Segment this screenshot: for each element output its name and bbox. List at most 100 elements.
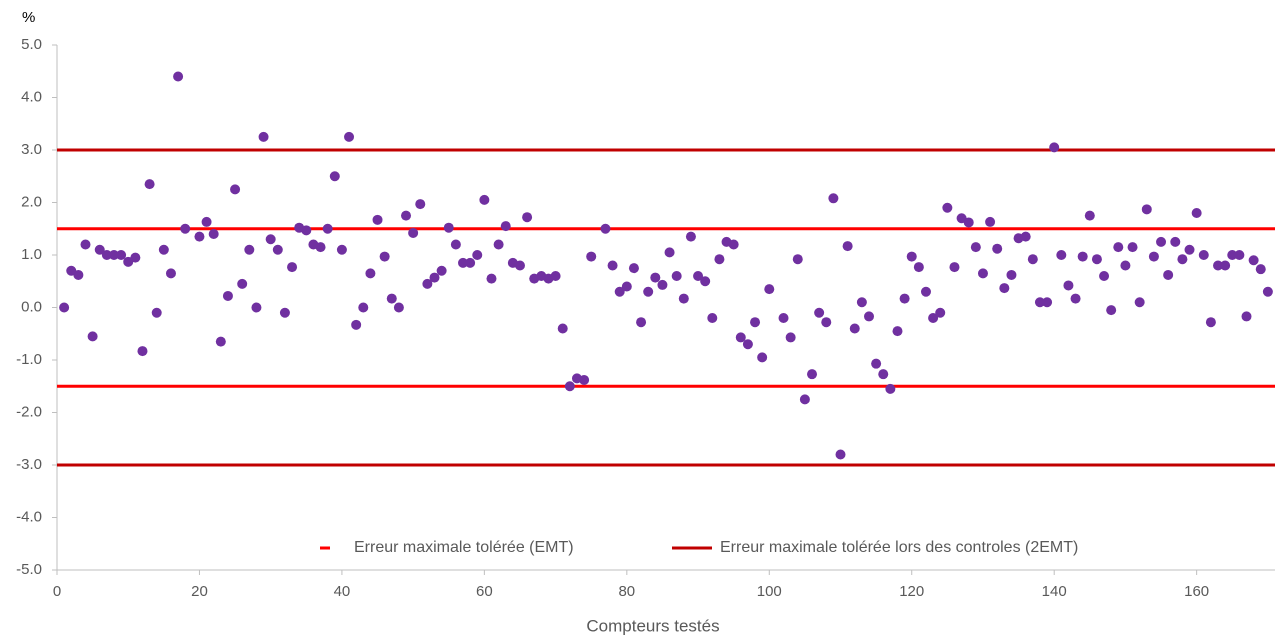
data-point bbox=[963, 217, 974, 228]
data-point bbox=[165, 268, 176, 279]
data-point bbox=[1042, 297, 1053, 308]
y-tick-label: -4.0 bbox=[16, 508, 42, 525]
data-point bbox=[1113, 242, 1124, 253]
data-point bbox=[1262, 286, 1273, 297]
data-point bbox=[244, 244, 255, 255]
data-point bbox=[1198, 250, 1209, 260]
data-point bbox=[856, 297, 867, 308]
data-point bbox=[814, 307, 825, 318]
data-point bbox=[685, 231, 696, 242]
data-point bbox=[1006, 269, 1017, 280]
data-point bbox=[208, 229, 219, 239]
legend-label: Erreur maximale tolérée lors des control… bbox=[720, 539, 1078, 556]
data-point bbox=[116, 250, 127, 260]
data-point bbox=[564, 381, 575, 392]
y-tick-label: 1.0 bbox=[21, 246, 42, 263]
data-point bbox=[1156, 236, 1167, 247]
data-point bbox=[1077, 251, 1088, 262]
data-point bbox=[408, 227, 419, 238]
x-tick-label: 140 bbox=[1042, 583, 1067, 600]
data-point bbox=[693, 271, 704, 281]
data-point bbox=[137, 346, 148, 357]
data-point bbox=[700, 276, 711, 287]
data-point bbox=[621, 281, 632, 292]
data-point bbox=[735, 332, 746, 343]
data-point bbox=[1248, 255, 1259, 266]
data-point bbox=[315, 242, 326, 253]
data-point bbox=[928, 313, 939, 323]
data-point bbox=[1099, 271, 1110, 281]
x-axis-label: Compteurs testés bbox=[586, 616, 719, 635]
data-point bbox=[906, 251, 917, 262]
data-point bbox=[472, 250, 483, 260]
data-point bbox=[287, 262, 298, 273]
data-point bbox=[671, 271, 682, 281]
data-point bbox=[486, 273, 497, 284]
x-tick-label: 80 bbox=[618, 583, 635, 600]
y-axis-label: % bbox=[22, 9, 35, 26]
data-point bbox=[878, 369, 889, 380]
data-point bbox=[1141, 204, 1152, 215]
data-point bbox=[750, 317, 761, 328]
data-point bbox=[728, 239, 739, 250]
data-point bbox=[899, 293, 910, 304]
legend-label: Erreur maximale tolérée (EMT) bbox=[354, 539, 574, 556]
data-point bbox=[557, 323, 568, 334]
data-point bbox=[422, 278, 433, 289]
x-tick-label: 120 bbox=[899, 583, 924, 600]
data-point bbox=[1134, 297, 1145, 308]
x-tick-label: 0 bbox=[53, 583, 61, 600]
data-point bbox=[643, 286, 654, 297]
data-point bbox=[1070, 293, 1081, 304]
data-point bbox=[650, 272, 661, 283]
data-point bbox=[614, 286, 625, 297]
data-point bbox=[1234, 250, 1245, 260]
data-point bbox=[80, 239, 91, 250]
data-point bbox=[1091, 254, 1102, 265]
data-point bbox=[999, 283, 1010, 294]
data-point bbox=[970, 242, 981, 253]
data-point bbox=[1163, 269, 1174, 280]
data-point bbox=[329, 171, 340, 182]
data-point bbox=[301, 225, 312, 236]
data-point bbox=[949, 262, 960, 273]
data-point bbox=[778, 313, 789, 323]
data-point bbox=[1027, 254, 1038, 265]
y-tick-label: -1.0 bbox=[16, 351, 42, 368]
x-tick-label: 60 bbox=[476, 583, 493, 600]
data-point bbox=[344, 131, 355, 142]
data-point bbox=[714, 254, 725, 265]
data-point bbox=[522, 212, 533, 223]
data-point bbox=[985, 216, 996, 227]
data-point bbox=[757, 352, 768, 363]
data-point bbox=[258, 131, 269, 142]
data-point bbox=[151, 307, 162, 318]
data-point bbox=[279, 307, 290, 318]
x-tick-label: 160 bbox=[1184, 583, 1209, 600]
data-point bbox=[885, 383, 896, 394]
data-point bbox=[1106, 305, 1117, 316]
data-point bbox=[379, 251, 390, 262]
data-point bbox=[130, 252, 141, 263]
data-point bbox=[429, 272, 440, 283]
data-point bbox=[600, 223, 611, 234]
y-tick-label: 3.0 bbox=[21, 141, 42, 158]
data-point bbox=[628, 263, 639, 274]
data-point bbox=[1205, 317, 1216, 328]
data-point bbox=[1227, 250, 1238, 260]
data-point bbox=[1241, 311, 1252, 322]
data-point bbox=[1063, 280, 1074, 291]
data-point bbox=[108, 250, 119, 260]
data-point bbox=[1177, 254, 1188, 265]
data-point bbox=[201, 216, 212, 227]
data-point bbox=[1034, 297, 1045, 308]
data-point bbox=[365, 268, 376, 279]
data-point bbox=[144, 179, 155, 190]
data-point bbox=[1056, 250, 1067, 260]
data-point bbox=[1220, 260, 1231, 271]
data-point bbox=[942, 202, 953, 213]
data-point bbox=[336, 244, 347, 255]
data-point bbox=[272, 244, 283, 255]
data-point bbox=[265, 234, 276, 245]
